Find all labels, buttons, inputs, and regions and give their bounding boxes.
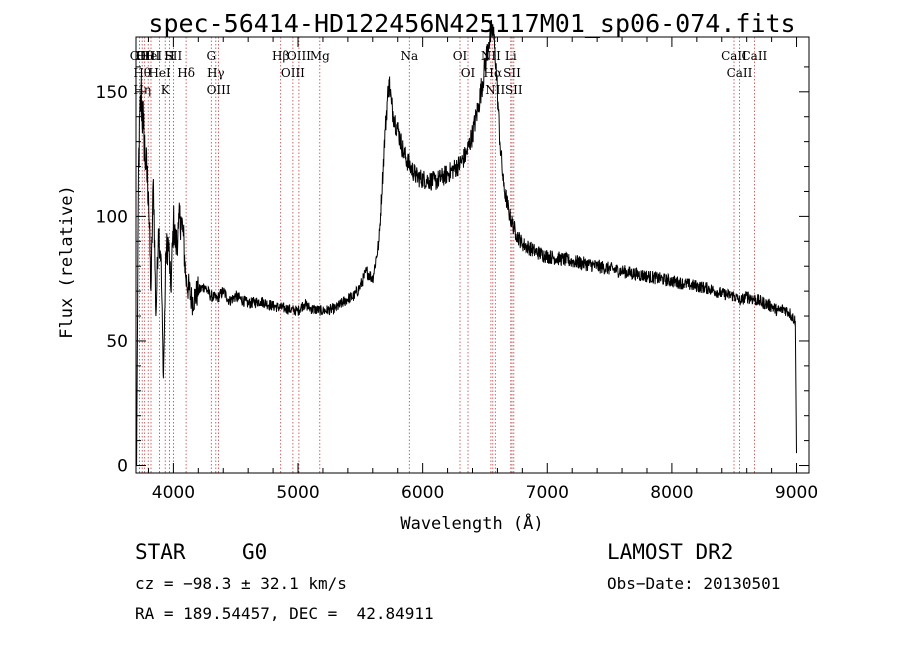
spectral-line-label: CaII [721,49,747,63]
spectral-line-label: H [164,49,174,63]
coordinates-readout: RA = 189.54457, DEC = 42.84911 [135,604,434,623]
spectral-line-label: Hβ [272,49,289,63]
redshift-readout: cz = −98.3 ± 32.1 km/s [135,574,347,593]
tick-label: 6000 [401,483,444,503]
tick-label: 5000 [276,483,319,503]
spectral-line-label: OII [130,49,150,63]
spectral-line-label: OIII [281,66,305,80]
y-axis-label: Flux (relative) [57,185,77,339]
spectral-line-label: HeI [148,66,171,80]
spectral-line-label: SII [503,66,521,80]
spectral-line-label: G [207,49,217,63]
spectral-line-label: Hδ [177,66,195,80]
spectral-line-label: CaII [727,66,753,80]
spectral-line-label: SII [505,83,523,97]
tick-label: 100 [96,207,128,227]
spectral-line-label: OIII [136,49,160,63]
object-subclass: G0 [242,540,268,564]
plot-frame [135,36,810,474]
spectral-line-labels: OIIHθHηHθOIIIHeIHeIKHSIIHδGHγOIIIHβOIIIO… [130,49,768,97]
spectral-line-label: Na [400,49,418,63]
observation-date: Obs−Date: 20130501 [607,574,781,593]
spectral-line-label: Hγ [207,66,225,80]
tick-label: 7000 [526,483,569,503]
x-axis-label: Wavelength (Å) [400,512,543,534]
tick-label: 9000 [775,483,818,503]
spectral-line-label: Hη [133,83,151,97]
spectral-line-label: K [161,83,171,97]
tick-label: 4000 [152,483,195,503]
tick-label: 0 [117,457,128,477]
spectral-lines [138,37,755,473]
spectral-line-label: Hθ [136,49,154,63]
spectral-line-label: Li [505,49,517,63]
spectral-line-label: HeI [140,49,163,63]
spectral-line-label: Mg [310,49,330,63]
survey-name: LAMOST DR2 [607,540,734,564]
chart-title: spec-56414-HD122456N425117M01_sp06-074.f… [148,9,795,38]
tick-label: 150 [96,83,128,103]
spectrum-line [136,19,797,466]
tick-label: 8000 [650,483,693,503]
tick-label: 50 [106,332,128,352]
spectral-line-label: NII [485,83,505,97]
spectral-line-label: OI [453,49,468,63]
spectral-line-label: OIII [207,83,231,97]
spectral-line-label: SII [165,49,183,63]
axis-ticks: 4000 5000 6000 7000 8000 9000 0 50 100 150 [96,37,818,503]
spectral-line-label: OIII [287,49,311,63]
object-class: STAR [135,540,186,564]
spectral-line-label: Hθ [133,66,151,80]
spectral-line-label: CaII [741,49,767,63]
spectral-line-label: OI [461,66,476,80]
